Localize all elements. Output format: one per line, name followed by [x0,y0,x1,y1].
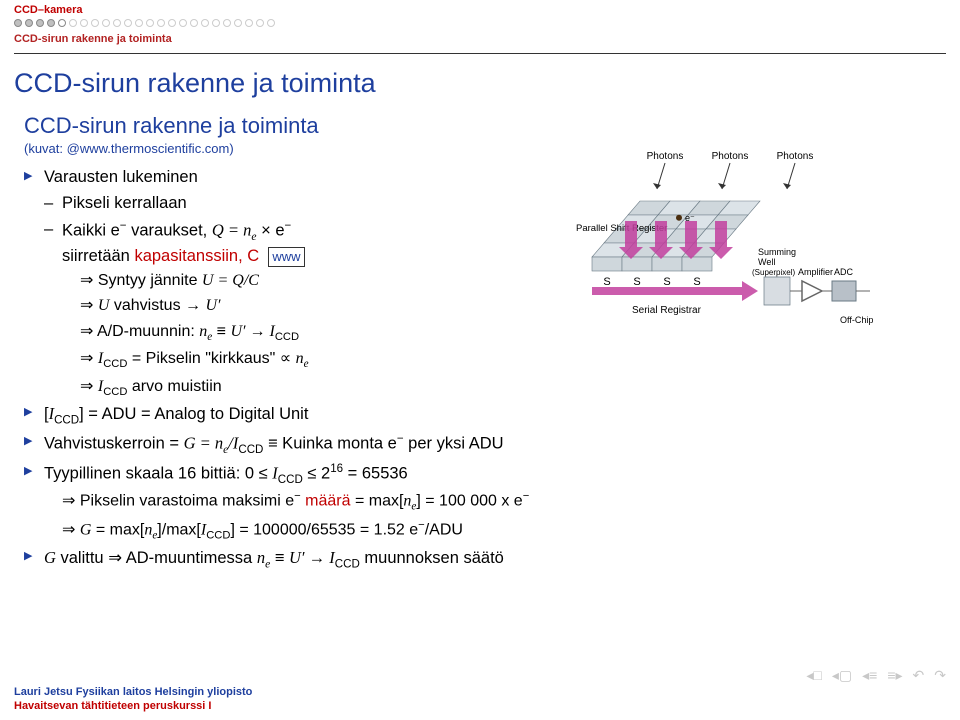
svg-text:ADC: ADC [834,267,854,277]
bullet-2: [ICCD] = ADU = Analog to Digital Unit [24,402,936,429]
svg-text:S: S [633,276,640,288]
svg-text:Photons: Photons [777,151,814,162]
bullet-4: Tyypillinen skaala 16 bittiä: 0 ≤ ICCD ≤… [24,461,936,544]
footer-course: Havaitsevan tähtitieteen peruskurssi I [14,700,946,712]
svg-text:S: S [663,276,670,288]
svg-text:S: S [693,276,700,288]
svg-text:Serial Registrar: Serial Registrar [632,305,702,316]
header-subsection: CCD-sirun rakenne ja toiminta [14,33,946,54]
b4-sub2: ⇒ G = max[ne]/max[ICCD] = 100000/65535 =… [44,517,936,544]
svg-text:S: S [603,276,610,288]
bullet-5: G valittu ⇒ AD-muuntimessa ne ≡ U′ → ICC… [24,546,936,573]
svg-text:Parallel Shift Register: Parallel Shift Register [576,223,667,234]
ccd-diagram: SSSSPhotonsPhotonsPhotonse⁻Parallel Shif… [570,141,950,401]
header-topic: CCD–kamera [14,4,946,16]
svg-text:Amplifier: Amplifier [798,267,833,277]
svg-text:Off-Chip: Off-Chip [840,315,873,325]
svg-text:(Superpixel): (Superpixel) [752,268,795,277]
progress-dots [14,19,946,27]
svg-text:Well: Well [758,257,775,267]
svg-text:Photons: Photons [647,151,684,162]
footer-author: Lauri Jetsu Fysiikan laitos Helsingin yl… [14,686,946,698]
bullet-3: Vahvistuskerroin = G = ne/ICCD ≡ Kuinka … [24,431,936,459]
svg-text:Photons: Photons [712,151,749,162]
block-title: CCD-sirun rakenne ja toiminta [24,113,936,139]
frame-title: CCD-sirun rakenne ja toiminta [0,54,960,113]
www-link[interactable]: www [268,247,304,268]
svg-text:Summing: Summing [758,247,796,257]
b4-sub1: ⇒ Pikselin varastoima maksimi e− määrä =… [44,488,936,515]
